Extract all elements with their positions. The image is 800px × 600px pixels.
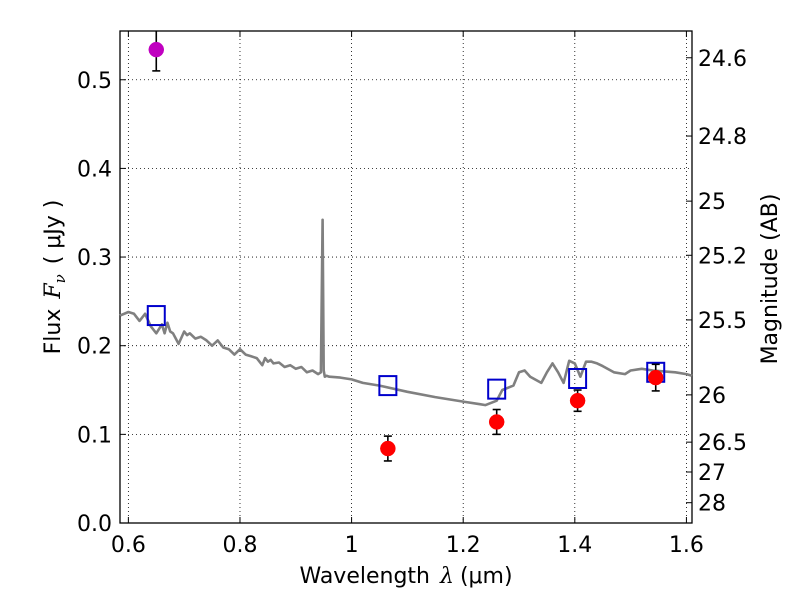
y2-tick-label: 25.5 xyxy=(698,309,747,334)
x-tick-label: 1.4 xyxy=(557,533,592,558)
y2-axis-label: Magnitude (AB) xyxy=(758,194,783,365)
y-tick-label: 0.0 xyxy=(77,512,112,537)
y-tick-label: 0.3 xyxy=(77,246,112,271)
y2-tick-label: 26.5 xyxy=(698,431,747,456)
model-photometry-point xyxy=(378,375,398,397)
x-tick-label: 0.6 xyxy=(111,533,146,558)
y-tick-label: 0.1 xyxy=(77,423,112,448)
y2-tick-label: 25 xyxy=(698,190,726,215)
model-photometry-point xyxy=(146,305,166,327)
axis-ticks: 0.6 0.8 1 1.2 1.4 1.6 0.0 0.1 0.2 0.3 0.4 0.5 24.6 24… xyxy=(77,31,747,558)
observed-flux-point xyxy=(380,440,396,457)
x-tick-label: 0.8 xyxy=(222,533,257,558)
model-spectrum-line xyxy=(119,218,693,407)
y2-tick-label: 24.8 xyxy=(698,125,747,150)
data-series xyxy=(119,31,693,462)
y2-tick-label: 25.2 xyxy=(698,244,747,269)
plot-area xyxy=(119,30,693,524)
x-tick-label: 1 xyxy=(345,533,359,558)
x-tick-label: 1.2 xyxy=(446,533,481,558)
y2-tick-label: 24.6 xyxy=(698,47,747,72)
x-axis-label: Wavelength λ (μm) xyxy=(299,564,512,589)
observed-flux-point xyxy=(647,369,664,386)
observed-flux-point xyxy=(488,414,505,430)
model-photometry-point xyxy=(487,378,507,400)
y-tick-label: 0.4 xyxy=(77,157,112,182)
y-tick-label: 0.5 xyxy=(77,69,112,94)
y-tick-label: 0.2 xyxy=(77,335,112,360)
y-axis-label: FluxFν( μJy ) xyxy=(41,200,69,355)
observed-flux-point-optical xyxy=(148,41,165,58)
model-photometry-point xyxy=(568,368,588,390)
x-tick-label: 1.6 xyxy=(669,533,704,558)
y2-tick-label: 26 xyxy=(698,384,726,409)
grid xyxy=(120,31,692,524)
y2-tick-label: 27 xyxy=(698,461,726,486)
y2-tick-label: 28 xyxy=(698,492,726,517)
observed-flux-point xyxy=(569,392,586,409)
